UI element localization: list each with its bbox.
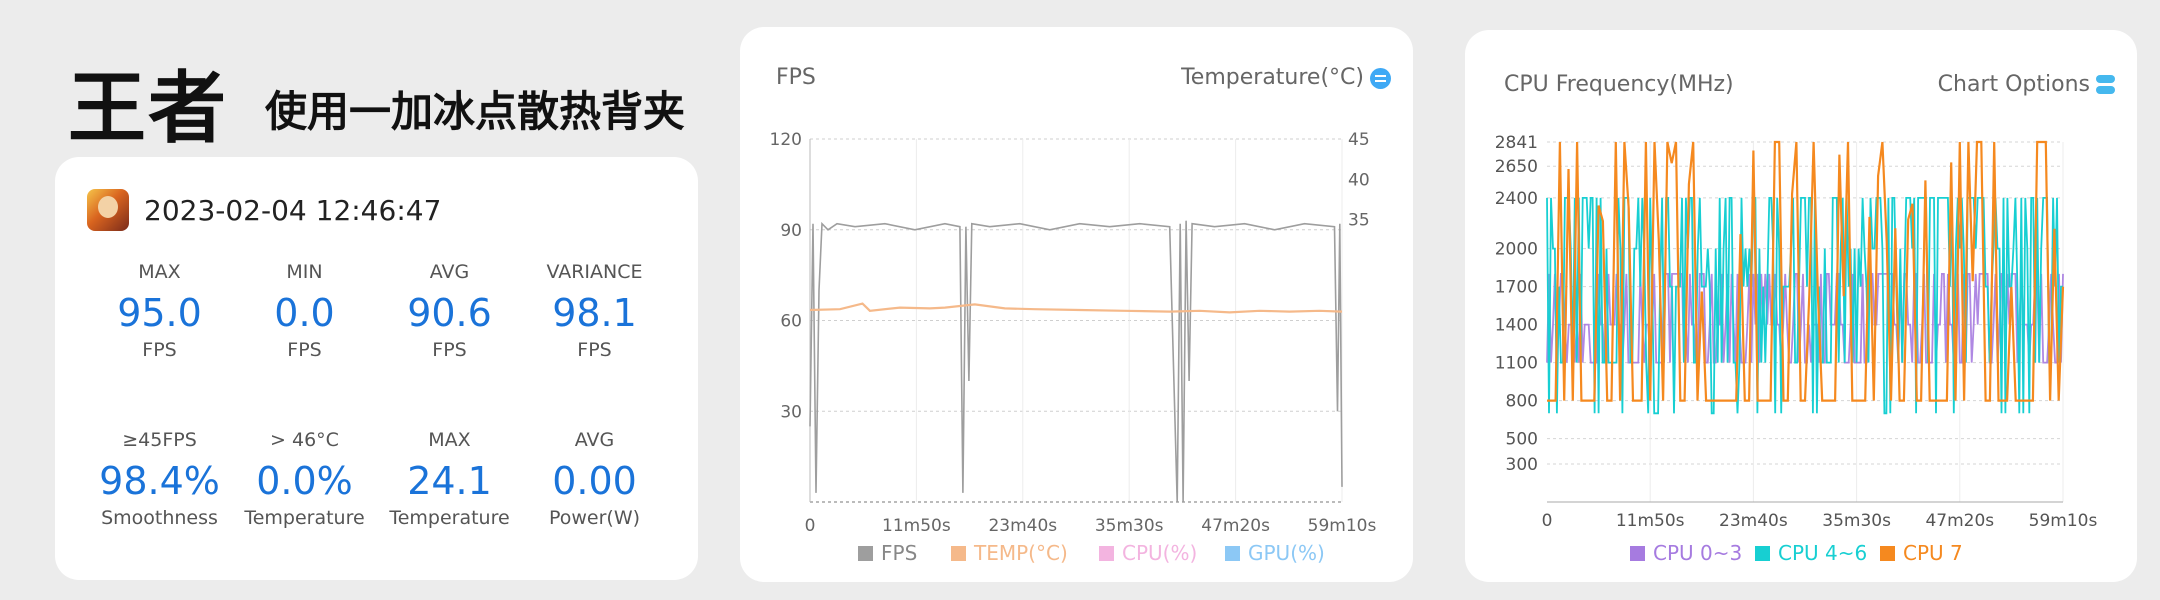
legend-swatch xyxy=(858,546,873,561)
options-icon[interactable] xyxy=(2096,75,2115,95)
series-line-tempc xyxy=(809,302,1343,314)
legend-label: TEMP(°C) xyxy=(973,541,1068,565)
y-tick-label: 2400 xyxy=(1495,189,1538,209)
fps-chart-title: FPS xyxy=(776,65,816,90)
stat-fps-variance: VARIANCE 98.1 FPS xyxy=(522,261,667,429)
legend-swatch xyxy=(1755,546,1770,561)
x-tick-label: 0 xyxy=(1542,511,1553,531)
series-line-fps xyxy=(809,220,1343,503)
swap-icon[interactable] xyxy=(1370,67,1391,89)
y-tick-label: 1100 xyxy=(1495,354,1538,374)
page-subtitle: 使用一加冰点散热背夹 xyxy=(265,87,686,136)
temperature-toggle[interactable]: Temperature(°C) xyxy=(1181,65,1391,90)
stat-value: 24.1 xyxy=(407,459,492,503)
stat-label: MIN xyxy=(286,261,323,283)
y-tick-label: 2841 xyxy=(1495,133,1538,153)
stat-value: 95.0 xyxy=(117,291,202,335)
stat-label: AVG xyxy=(429,261,470,283)
legend-label: CPU 4~6 xyxy=(1778,541,1867,565)
stat-avg-power: AVG 0.00 Power(W) xyxy=(522,429,667,597)
temperature-toggle-label: Temperature(°C) xyxy=(1181,65,1364,90)
session-header: 2023-02-04 12:46:47 xyxy=(87,189,441,231)
stat-unit: Temperature xyxy=(389,507,510,529)
legend-label: GPU(%) xyxy=(1248,541,1325,565)
y-tick-label: 800 xyxy=(1506,392,1538,412)
cpu-chart-card: CPU Frequency(MHz) Chart Options 300 500 8… xyxy=(1465,30,2137,582)
stat-label: AVG xyxy=(574,429,615,451)
x-tick-label: 47m20s xyxy=(1201,516,1270,536)
stat-unit: FPS xyxy=(142,339,177,361)
x-tick-label: 11m50s xyxy=(1616,511,1685,531)
stat-value: 98.4% xyxy=(99,459,220,503)
y-right-tick-label: 40 xyxy=(1348,170,1370,190)
legend-label: CPU 0~3 xyxy=(1653,541,1742,565)
y-tick-label: 1400 xyxy=(1495,316,1538,336)
stat-unit: Smoothness xyxy=(101,507,218,529)
y-tick-label: 120 xyxy=(770,130,802,150)
stat-fps-max: MAX 95.0 FPS xyxy=(87,261,232,429)
stat-unit: Power(W) xyxy=(548,507,641,529)
stat-label: MAX xyxy=(428,429,471,451)
session-timestamp: 2023-02-04 12:46:47 xyxy=(144,193,442,227)
cpu-chart: 300 500 800 1100 1400 1700 2000 2400 2650 2841 0 11… xyxy=(1495,133,2098,565)
stat-label: > 46°C xyxy=(270,429,339,451)
legend-label: CPU(%) xyxy=(1122,541,1197,565)
stat-value: 98.1 xyxy=(552,291,637,335)
stat-max-temperature: MAX 24.1 Temperature xyxy=(377,429,522,597)
page-title: 王者 xyxy=(68,64,229,154)
legend-swatch xyxy=(1099,546,1114,561)
x-tick-label: 23m40s xyxy=(988,516,1057,536)
x-tick-label: 11m50s xyxy=(882,516,951,536)
stat-fps-avg: AVG 90.6 FPS xyxy=(377,261,522,429)
y-tick-label: 90 xyxy=(780,221,802,241)
stat-value: 90.6 xyxy=(407,291,492,335)
chart-options-button[interactable]: Chart Options xyxy=(1938,72,2115,97)
stat-label: MAX xyxy=(138,261,181,283)
stat-label: VARIANCE xyxy=(546,261,643,283)
legend-swatch xyxy=(1880,546,1895,561)
stat-smoothness: ≥45FPS 98.4% Smoothness xyxy=(87,429,232,597)
y-tick-label: 2650 xyxy=(1495,157,1538,177)
stat-value: 0.0% xyxy=(256,459,353,503)
chart-options-label: Chart Options xyxy=(1937,72,2090,97)
stat-unit: FPS xyxy=(432,339,467,361)
stat-value: 0.00 xyxy=(552,459,637,503)
y-tick-label: 300 xyxy=(1506,455,1538,475)
fps-chart: 30 60 90 120 35 40 45 0 11m50s 23m40s 35m30s 47m20s… xyxy=(770,130,1377,565)
y-right-tick-label: 45 xyxy=(1348,130,1370,150)
stat-value: 0.0 xyxy=(274,291,335,335)
x-tick-label: 0 xyxy=(805,516,816,536)
legend-label: FPS xyxy=(881,541,917,565)
stat-unit: Temperature xyxy=(244,507,365,529)
x-tick-label: 35m30s xyxy=(1822,511,1891,531)
stats-card: 2023-02-04 12:46:47 MAX 95.0 FPS MIN 0.0… xyxy=(55,157,698,580)
legend-label: CPU 7 xyxy=(1903,541,1963,565)
y-tick-label: 30 xyxy=(780,402,802,422)
x-tick-label: 59m10s xyxy=(2029,511,2098,531)
legend-swatch xyxy=(1630,546,1645,561)
stat-over-temperature: > 46°C 0.0% Temperature xyxy=(232,429,377,597)
y-right-tick-label: 35 xyxy=(1348,211,1370,231)
legend-swatch xyxy=(951,546,966,561)
game-avatar-icon xyxy=(87,189,129,231)
cpu-chart-title: CPU Frequency(MHz) xyxy=(1504,72,1734,97)
legend-swatch xyxy=(1225,546,1240,561)
x-tick-label: 35m30s xyxy=(1095,516,1164,536)
series-line-cpu-7 xyxy=(1547,140,2065,402)
stat-unit: FPS xyxy=(287,339,322,361)
x-tick-label: 23m40s xyxy=(1719,511,1788,531)
stat-unit: FPS xyxy=(577,339,612,361)
y-tick-label: 2000 xyxy=(1495,240,1538,260)
x-tick-label: 59m10s xyxy=(1308,516,1377,536)
stats-grid: MAX 95.0 FPS MIN 0.0 FPS AVG 90.6 FPS VA… xyxy=(87,261,667,597)
y-tick-label: 1700 xyxy=(1495,278,1538,298)
y-tick-label: 60 xyxy=(780,312,802,332)
x-tick-label: 47m20s xyxy=(1925,511,1994,531)
stat-label: ≥45FPS xyxy=(122,429,197,451)
stat-fps-min: MIN 0.0 FPS xyxy=(232,261,377,429)
fps-chart-card: FPS Temperature(°C) 30 60 90 120 35 40 45 0 11m5… xyxy=(740,27,1413,582)
y-tick-label: 500 xyxy=(1506,430,1538,450)
series-line-cpu-4-6 xyxy=(1546,197,2063,415)
